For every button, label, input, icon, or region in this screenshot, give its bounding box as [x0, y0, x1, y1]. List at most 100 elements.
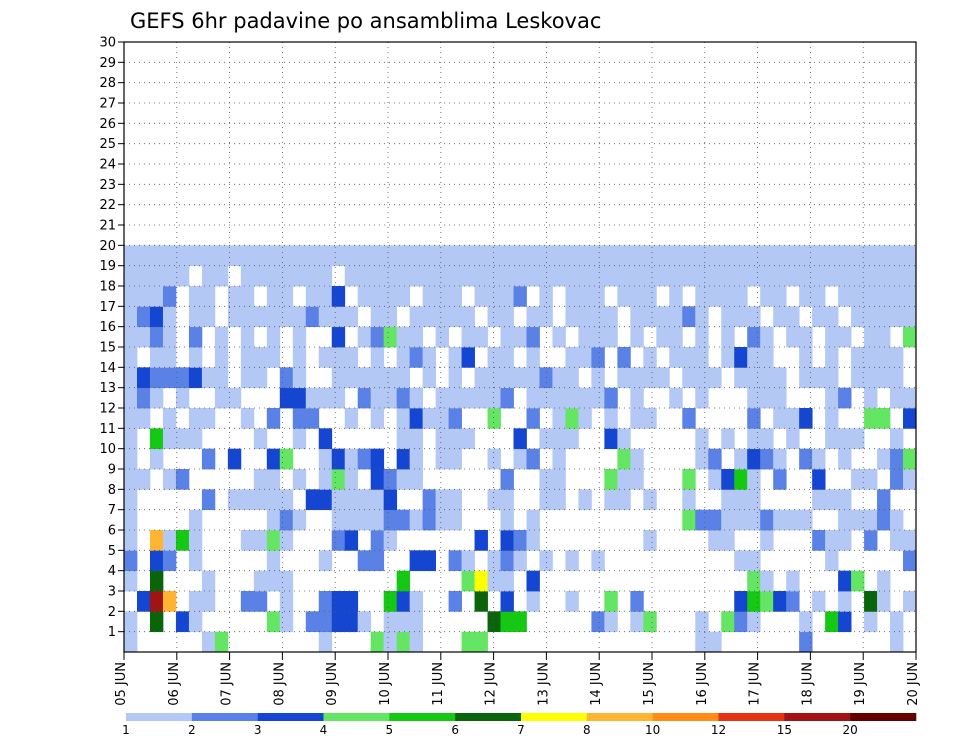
y-tick-label: 13: [99, 381, 116, 396]
heatmap-cell: [734, 550, 748, 572]
heatmap-cell: [149, 387, 164, 409]
heatmap-cell: [591, 265, 605, 287]
heatmap-cell: [877, 265, 891, 287]
heatmap-cell: [773, 591, 787, 612]
heatmap-cell: [331, 245, 346, 267]
heatmap-cell: [448, 367, 462, 389]
colorbar-label: 10: [645, 723, 660, 737]
heatmap-cell: [695, 631, 709, 653]
heatmap-cell: [149, 326, 164, 348]
heatmap-cell: [422, 265, 436, 287]
heatmap-cell: [721, 347, 735, 368]
heatmap-cell: [188, 286, 203, 307]
heatmap-cell: [877, 326, 891, 348]
heatmap-cell: [656, 367, 670, 389]
heatmap-cell: [474, 265, 488, 287]
heatmap-cell: [201, 591, 216, 612]
x-tick-label: 11 JUN: [431, 662, 446, 706]
heatmap-cell: [630, 306, 644, 328]
heatmap-cell: [124, 367, 138, 389]
heatmap-cell: [422, 286, 436, 307]
heatmap-cell: [409, 265, 424, 287]
heatmap-cell: [344, 265, 359, 287]
heatmap-cell: [162, 469, 177, 490]
heatmap-cell: [253, 489, 268, 511]
heatmap-cell: [279, 509, 294, 531]
heatmap-cell: [396, 326, 411, 348]
heatmap-cell: [552, 326, 566, 348]
heatmap-cell: [526, 387, 540, 409]
heatmap-cell: [838, 591, 852, 612]
heatmap-cell: [396, 509, 411, 531]
heatmap-cell: [331, 306, 346, 328]
heatmap-cell: [201, 367, 216, 389]
heatmap-cell: [851, 286, 865, 307]
heatmap-cell: [162, 265, 177, 287]
heatmap-cell: [136, 326, 151, 348]
heatmap-cell: [578, 408, 592, 429]
heatmap-cell: [383, 489, 398, 511]
heatmap-cell: [279, 611, 294, 633]
heatmap-cell: [409, 611, 424, 633]
heatmap-cell: [149, 611, 164, 633]
heatmap-cell: [124, 326, 138, 348]
heatmap-cell: [461, 428, 475, 450]
heatmap-cell: [799, 631, 813, 653]
heatmap-cell: [825, 326, 839, 348]
colorbar-label: 6: [451, 723, 459, 737]
heatmap-cell: [383, 591, 398, 612]
y-tick-label: 20: [99, 239, 116, 254]
heatmap-cell: [721, 530, 735, 551]
heatmap-cell: [695, 509, 709, 531]
heatmap-cell: [227, 448, 242, 470]
heatmap-cell: [500, 306, 514, 328]
colorbar-label: 8: [583, 723, 591, 737]
heatmap-cell: [292, 367, 307, 389]
heatmap-cell: [292, 428, 307, 450]
heatmap-cell: [604, 408, 618, 429]
heatmap-cell: [370, 265, 385, 287]
heatmap-cell: [617, 245, 631, 267]
heatmap-cell: [124, 306, 138, 328]
heatmap-cell: [162, 550, 177, 572]
heatmap-cell: [773, 367, 787, 389]
heatmap-cell: [526, 448, 540, 470]
heatmap-cell: [721, 611, 735, 633]
heatmap-cell: [124, 489, 138, 511]
heatmap-cell: [266, 245, 281, 267]
heatmap-cell: [747, 408, 761, 429]
heatmap-cell: [487, 367, 501, 389]
heatmap-cell: [734, 611, 748, 633]
heatmap-cell: [682, 306, 696, 328]
heatmap-cell: [838, 326, 852, 348]
heatmap-cell: [825, 611, 839, 633]
heatmap-cell: [708, 286, 722, 307]
heatmap-cell: [344, 469, 359, 490]
heatmap-cell: [149, 367, 164, 389]
heatmap-cell: [461, 306, 475, 328]
heatmap-cell: [890, 367, 904, 389]
heatmap-cell: [409, 306, 424, 328]
heatmap-cell: [643, 347, 657, 368]
heatmap-cell: [396, 469, 411, 490]
heatmap-cell: [526, 408, 540, 429]
heatmap-cell: [253, 265, 268, 287]
heatmap-cell: [435, 286, 449, 307]
heatmap-cell: [708, 631, 722, 653]
heatmap-cell: [487, 387, 501, 409]
heatmap-cell: [773, 286, 787, 307]
heatmap-cell: [864, 387, 878, 409]
heatmap-cell: [279, 245, 294, 267]
heatmap-cell: [370, 489, 385, 511]
heatmap-cell: [669, 245, 683, 267]
y-tick-label: 30: [99, 36, 116, 51]
heatmap-cells: [124, 245, 917, 653]
heatmap-cell: [370, 530, 385, 551]
heatmap-cell: [175, 469, 190, 490]
x-axis: 05 JUN 06 JUN 07 JUN 08 JUN 09 JUN 10 JUN 11 J…: [114, 652, 921, 706]
heatmap-cell: [903, 550, 917, 572]
heatmap-cell: [292, 326, 307, 348]
heatmap-cell: [565, 408, 579, 429]
heatmap-cell: [747, 367, 761, 389]
heatmap-cell: [435, 509, 449, 531]
